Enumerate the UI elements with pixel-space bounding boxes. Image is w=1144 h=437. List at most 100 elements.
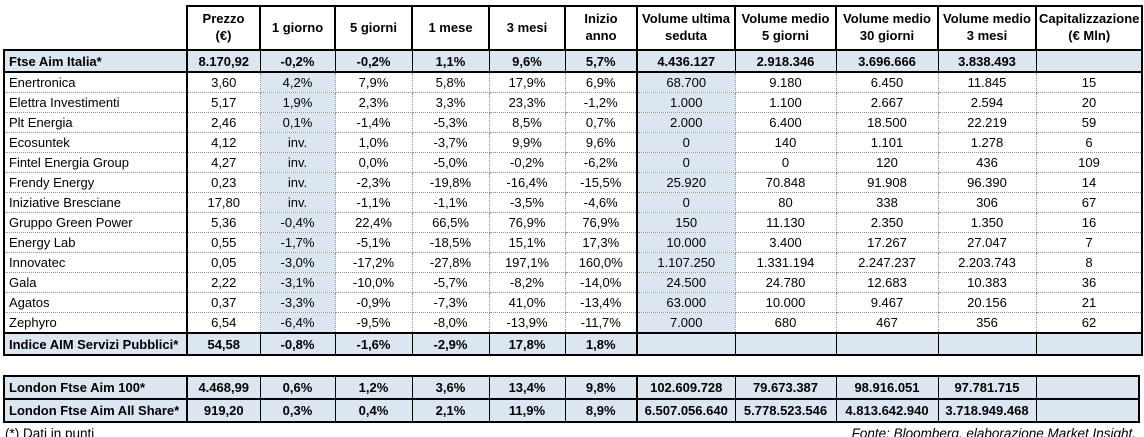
cell-ytd: 6,9% <box>564 71 638 93</box>
cell-prezzo: 8.170,92 <box>186 49 261 73</box>
cell-ytd: 9,8% <box>564 375 638 400</box>
cell-m3: -8,2% <box>488 272 566 293</box>
table-row: Energy Lab 0,55 -1,7% -5,1% -18,5% 15,1% 17,3%… <box>3 232 1144 253</box>
cell-g5: -0,9% <box>334 292 413 313</box>
column-header-1-mese: 1 mese <box>411 5 490 51</box>
cell-prezzo: 5,17 <box>186 92 261 113</box>
cell-ytd: -13,4% <box>564 292 638 313</box>
cell-ytd: 1,8% <box>564 332 638 356</box>
table-row: London Ftse Aim 100* 4.468,99 0,6% 1,2% 3,6%… <box>3 375 1140 400</box>
table-row: Agatos 0,37 -3,3% -0,9% -7,3% 41,0% -13,4% 63.0… <box>3 292 1144 313</box>
cell-v5: 140 <box>734 132 837 153</box>
cell-cap: 36 <box>1035 272 1144 293</box>
cell-g1: 1,9% <box>259 92 336 113</box>
cell-m3: 13,4% <box>488 375 566 400</box>
cell-cap: 7 <box>1035 232 1144 253</box>
cell-m1: -2,9% <box>411 332 490 356</box>
cell-v30: 17.267 <box>835 232 939 253</box>
main-table-body: Ftse Aim Italia* 8.170,92 -0,2% -0,2% 1,1% 9,… <box>3 49 1144 356</box>
table-row: Zephyro 6,54 -6,4% -9,5% -8,0% -13,9% -11,7% 7.… <box>3 312 1144 334</box>
cell-m1: -19,8% <box>411 172 490 193</box>
cell-g5: -5,1% <box>334 232 413 253</box>
cell-ytd: -4,6% <box>564 192 638 213</box>
cell-m1: -3,7% <box>411 132 490 153</box>
cell-vu: 63.000 <box>636 292 736 313</box>
cell-vu: 0 <box>636 192 736 213</box>
column-header-prezzo: Prezzo (€) <box>186 5 261 51</box>
cell-m1: 2,1% <box>411 398 490 423</box>
column-header-1-giorno: 1 giorno <box>259 5 336 51</box>
table-row: Fintel Energia Group 4,27 inv. 0,0% -5,0% -0,… <box>3 152 1144 173</box>
cell-cap: 21 <box>1035 292 1144 313</box>
cell-g1: inv. <box>259 152 336 173</box>
cell-v5: 5.778.523.546 <box>734 398 837 423</box>
column-header-volume-medio-30-giorni: Volume medio 30 giorni <box>835 5 939 51</box>
source-attribution: Fonte: Bloomberg, elaborazione Market In… <box>851 426 1136 437</box>
cell-v3m: 306 <box>937 192 1037 213</box>
table-row: Frendy Energy 0,23 inv. -2,3% -19,8% -16,4% -1… <box>3 172 1144 193</box>
cell-m3: 17,8% <box>488 332 566 356</box>
cell-ytd: -11,7% <box>564 312 638 334</box>
cell-v3m: 96.390 <box>937 172 1037 193</box>
table-row: Gruppo Green Power 5,36 -0,4% 22,4% 66,5% 76,… <box>3 212 1144 233</box>
cell-g5: -1,4% <box>334 112 413 133</box>
cell-v5: 79.673.387 <box>734 375 837 400</box>
cell-prezzo: 2,22 <box>186 272 261 293</box>
cell-v30: 338 <box>835 192 939 213</box>
cell-vu: 150 <box>636 212 736 233</box>
cell-vu: 1.107.250 <box>636 252 736 273</box>
cell-v5: 70.848 <box>734 172 837 193</box>
cell-m1: -5,7% <box>411 272 490 293</box>
cell-cap <box>1035 398 1140 423</box>
row-name: Zephyro <box>3 312 188 334</box>
cell-v30: 467 <box>835 312 939 334</box>
cell-m3: 8,5% <box>488 112 566 133</box>
cell-v5: 680 <box>734 312 837 334</box>
cell-g1: -3,1% <box>259 272 336 293</box>
cell-v30: 1.101 <box>835 132 939 153</box>
cell-g5: -2,3% <box>334 172 413 193</box>
cell-m1: -7,3% <box>411 292 490 313</box>
row-name: Ftse Aim Italia* <box>3 49 188 73</box>
cell-m3: 76,9% <box>488 212 566 233</box>
london-indices-table: London Ftse Aim 100* 4.468,99 0,6% 1,2% 3,6%… <box>3 375 1140 423</box>
cell-v3m: 436 <box>937 152 1037 173</box>
cell-vu: 7.000 <box>636 312 736 334</box>
row-name: Gruppo Green Power <box>3 212 188 233</box>
cell-v30 <box>835 332 939 356</box>
row-name: Enertronica <box>3 71 188 93</box>
cell-g1: -0,4% <box>259 212 336 233</box>
cell-m3: -13,9% <box>488 312 566 334</box>
cell-cap: 16 <box>1035 212 1144 233</box>
cell-v3m: 97.781.715 <box>937 375 1037 400</box>
cell-m1: -5,3% <box>411 112 490 133</box>
cell-prezzo: 0,23 <box>186 172 261 193</box>
cell-g5: 2,3% <box>334 92 413 113</box>
table-row: Indice AIM Servizi Pubblici* 54,58 -0,8% -1… <box>3 332 1144 356</box>
cell-vu: 102.609.728 <box>636 375 736 400</box>
cell-v3m: 2.203.743 <box>937 252 1037 273</box>
cell-m3: 15,1% <box>488 232 566 253</box>
cell-ytd: 5,7% <box>564 49 638 73</box>
cell-m3: 11,9% <box>488 398 566 423</box>
cell-g1: inv. <box>259 132 336 153</box>
cell-v3m <box>937 332 1037 356</box>
cell-v30: 98.916.051 <box>835 375 939 400</box>
cell-v30: 4.813.642.940 <box>835 398 939 423</box>
cell-g5: 1,0% <box>334 132 413 153</box>
cell-m1: 3,3% <box>411 92 490 113</box>
cell-cap: 15 <box>1035 71 1144 93</box>
cell-ytd: -1,2% <box>564 92 638 113</box>
cell-v3m: 10.383 <box>937 272 1037 293</box>
cell-cap: 109 <box>1035 152 1144 173</box>
cell-m3: -16,4% <box>488 172 566 193</box>
cell-v30: 2.247.237 <box>835 252 939 273</box>
cell-prezzo: 0,37 <box>186 292 261 313</box>
cell-g5: -17,2% <box>334 252 413 273</box>
cell-m1: 5,8% <box>411 71 490 93</box>
row-name: Energy Lab <box>3 232 188 253</box>
header-row: Prezzo (€) 1 giorno 5 giorni 1 mese 3 mesi In… <box>4 5 1144 51</box>
row-name: Ecosuntek <box>3 132 188 153</box>
cell-vu: 0 <box>636 132 736 153</box>
